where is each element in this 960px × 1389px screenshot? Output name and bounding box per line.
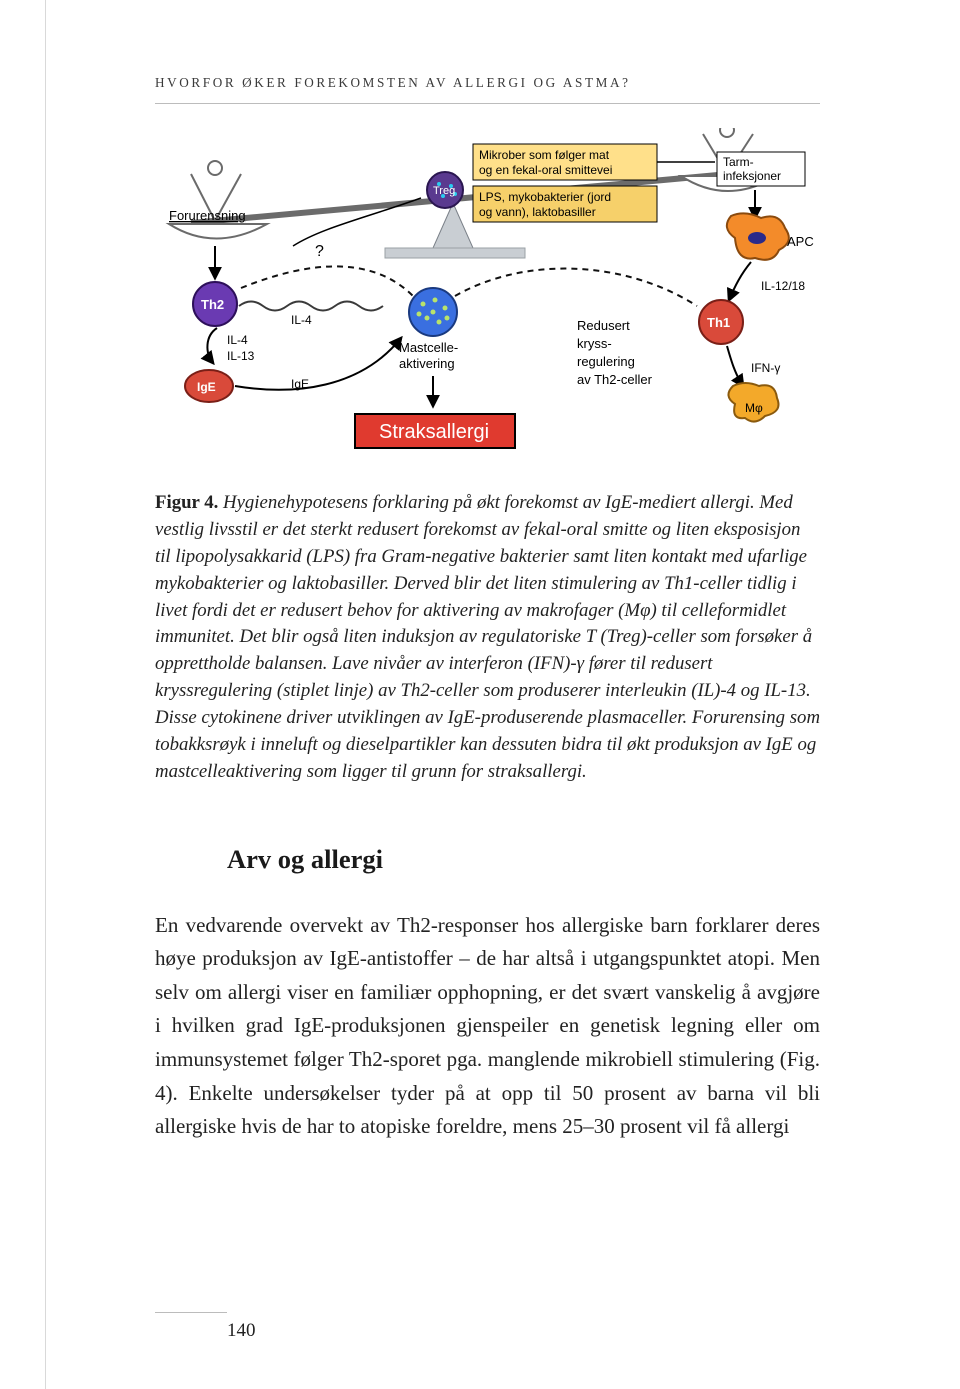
- label-straksallergi: Straksallergi: [379, 421, 489, 443]
- figure-4-diagram: Forurensning Mikrober som følger mat og …: [155, 128, 820, 468]
- label-apc: APC: [787, 234, 814, 249]
- label-il4: IL-4: [227, 333, 248, 347]
- label-il13: IL-13: [227, 349, 255, 363]
- label-th2: Th2: [201, 297, 224, 312]
- label-box1a: Mikrober som følger mat: [479, 148, 610, 162]
- label-il4-arrow: IL-4: [291, 313, 312, 327]
- label-tarm-a: Tarm-: [723, 155, 754, 169]
- label-treg: Treg: [433, 185, 455, 197]
- diagram-svg: Forurensning Mikrober som følger mat og …: [155, 128, 820, 468]
- footer-rule: [155, 1312, 227, 1313]
- label-qmark: ?: [315, 243, 324, 260]
- page-content: hvorfor øker forekomsten av allergi og a…: [155, 75, 820, 1144]
- label-ige-cell: IgE: [197, 380, 216, 394]
- body-paragraph: En vedvarende overvekt av Th2-responser …: [155, 909, 820, 1144]
- label-il1218: IL-12/18: [761, 279, 805, 293]
- label-box2b: og vann), laktobasiller: [479, 205, 596, 219]
- label-regulering: regulering: [577, 354, 635, 369]
- page-number: 140: [227, 1320, 256, 1342]
- label-box1b: og en fekal-oral smittevei: [479, 163, 612, 177]
- label-forurensning: Forurensning: [169, 208, 246, 223]
- running-head: hvorfor øker forekomsten av allergi og a…: [155, 75, 820, 104]
- left-margin-rule: [45, 0, 46, 1389]
- label-ige-small: IgE: [291, 377, 309, 391]
- label-box2a: LPS, mykobakterier (jord: [479, 190, 611, 204]
- label-kryss: kryss-: [577, 336, 612, 351]
- label-th1: Th1: [707, 315, 730, 330]
- section-heading: Arv og allergi: [227, 844, 820, 875]
- label-redusert: Redusert: [577, 318, 630, 333]
- label-mphi: Mφ: [745, 401, 763, 415]
- label-mastcelle-b: aktivering: [399, 356, 455, 371]
- caption-lead: Figur 4.: [155, 492, 218, 513]
- label-ifng: IFN-γ: [751, 361, 780, 375]
- label-tarm-b: infeksjoner: [723, 169, 781, 183]
- label-avth2: av Th2-celler: [577, 372, 653, 387]
- figure-4-caption: Figur 4. Hygienehypotesens forklaring på…: [155, 490, 820, 786]
- caption-text: Hygienehypotesens forklaring på økt fore…: [155, 492, 820, 782]
- label-mastcelle-a: Mastcelle-: [399, 340, 458, 355]
